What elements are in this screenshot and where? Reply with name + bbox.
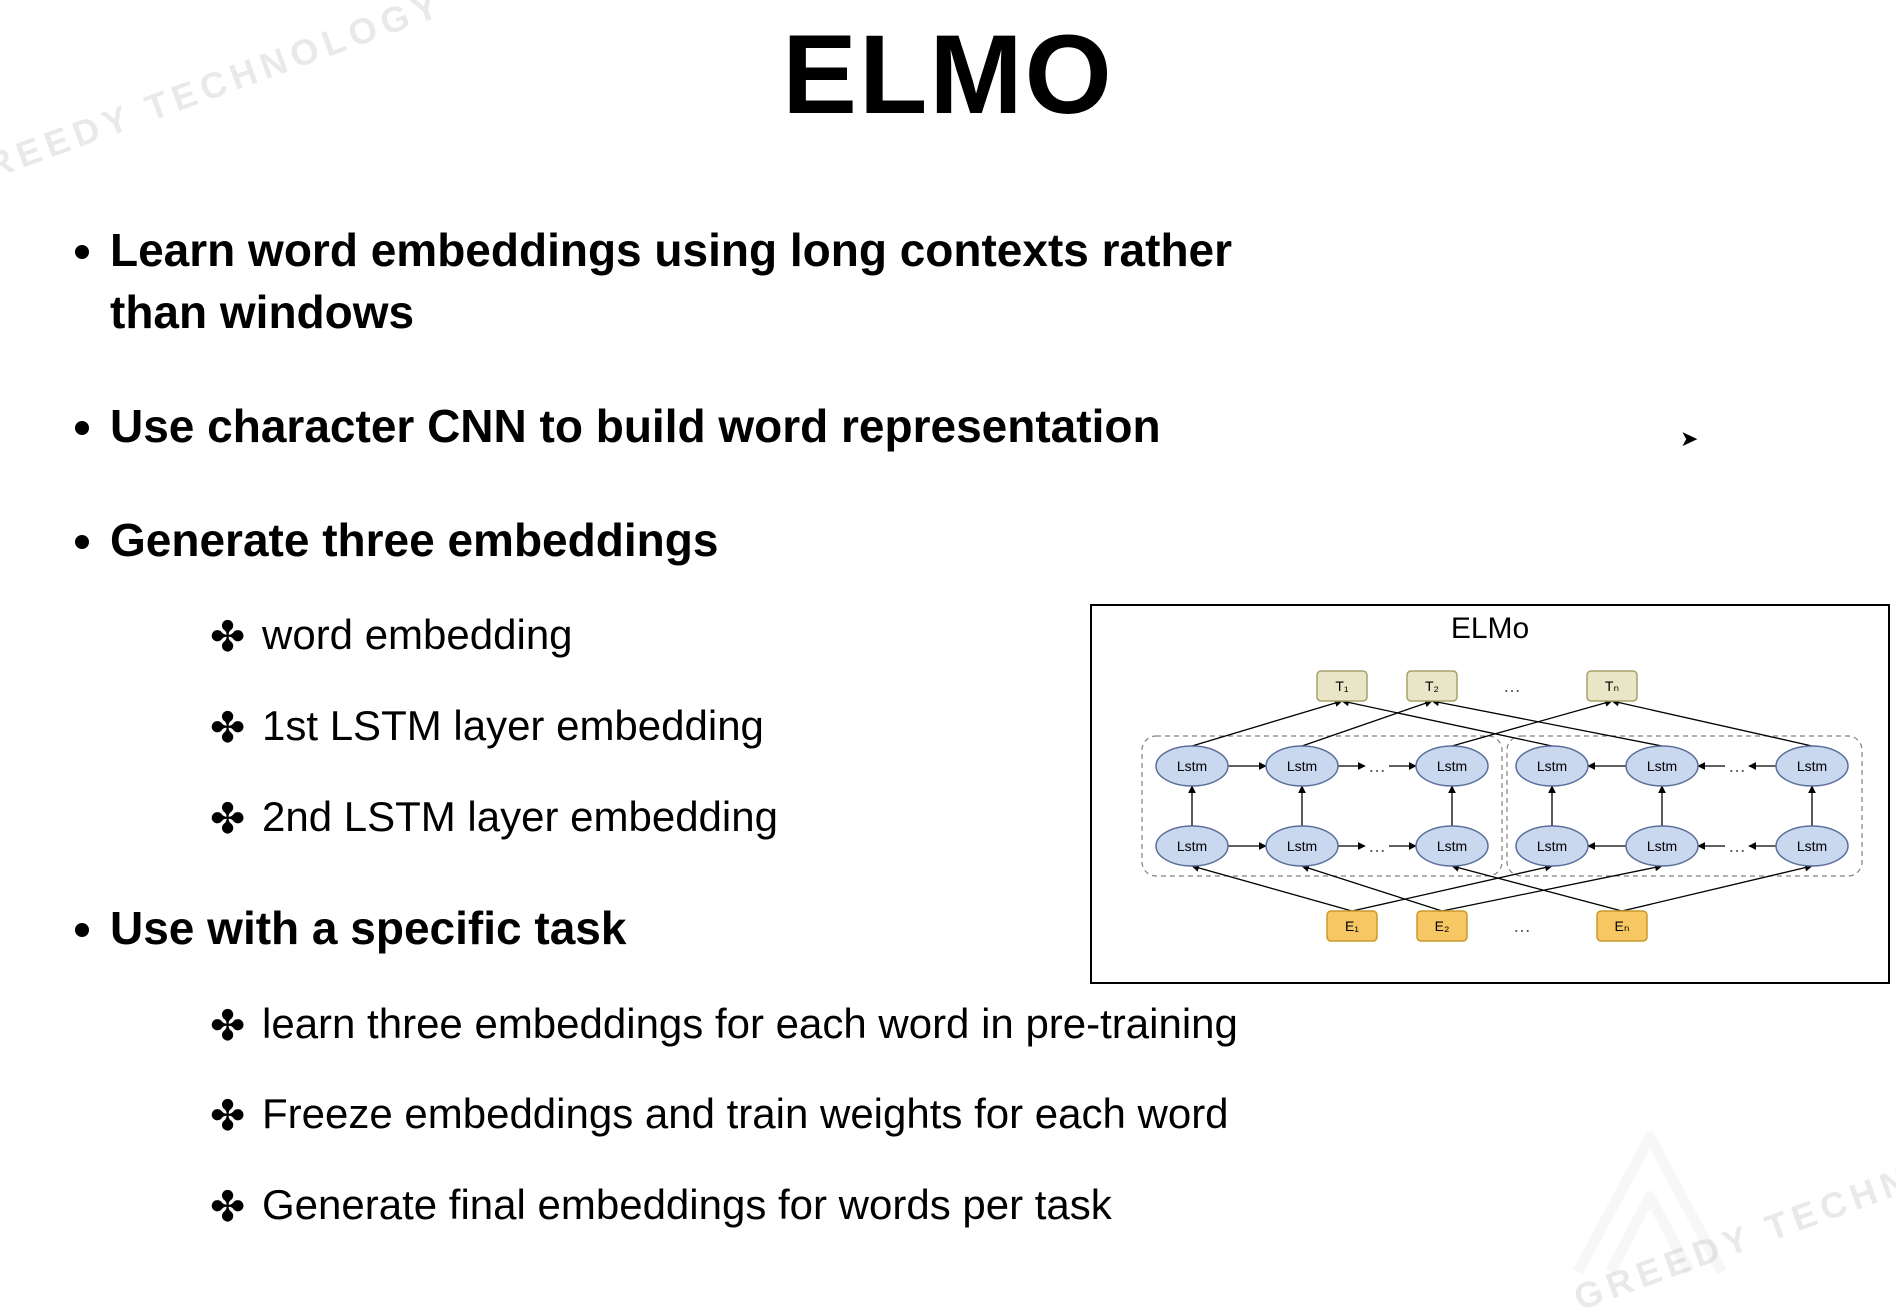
svg-text:…: … — [1728, 836, 1746, 856]
bullet-text: Learn word embeddings using long context… — [110, 224, 1232, 338]
svg-text:…: … — [1503, 676, 1521, 696]
svg-text:Lstm: Lstm — [1287, 838, 1317, 854]
svg-text:Lstm: Lstm — [1797, 838, 1827, 854]
sub-bullet-item: Generate final embeddings for words per … — [210, 1177, 1816, 1234]
svg-text:Lstm: Lstm — [1797, 758, 1827, 774]
sub-bullet-item: learn three embeddings for each word in … — [210, 996, 1816, 1053]
svg-text:T₂: T₂ — [1425, 678, 1439, 694]
elmo-diagram-svg: Lstm Lstm Lstm Lstm Lstm Lstm Lstm Lstm Lstm Lstm… — [1092, 646, 1888, 976]
sub-bullet-list: learn three embeddings for each word in … — [110, 996, 1816, 1234]
sub-bullet-text: 2nd LSTM layer embedding — [262, 793, 778, 840]
svg-text:Lstm: Lstm — [1647, 838, 1677, 854]
sub-bullet-text: Generate final embeddings for words per … — [262, 1181, 1112, 1228]
bullet-text: Use with a specific task — [110, 902, 626, 954]
bullet-item: Use character CNN to build word represen… — [110, 395, 1856, 457]
svg-text:…: … — [1728, 756, 1746, 776]
slide: GREEDY TECHNOLOGY GREEDY TECHNOLOGY ELMO… — [0, 10, 1896, 1312]
bullet-text: Generate three embeddings — [110, 514, 718, 566]
sub-bullet-text: Freeze embeddings and train weights for … — [262, 1090, 1229, 1137]
svg-text:E₁: E₁ — [1345, 918, 1359, 934]
svg-text:…: … — [1368, 836, 1386, 856]
svg-text:E₂: E₂ — [1435, 918, 1450, 934]
sub-bullet-text: word embedding — [262, 611, 573, 658]
bullet-item: Learn word embeddings using long context… — [110, 219, 1856, 343]
svg-text:Lstm: Lstm — [1537, 838, 1567, 854]
svg-text:Lstm: Lstm — [1647, 758, 1677, 774]
svg-text:Lstm: Lstm — [1437, 838, 1467, 854]
sub-bullet-text: 1st LSTM layer embedding — [262, 702, 764, 749]
diagram-title: ELMo — [1092, 612, 1888, 646]
svg-text:…: … — [1368, 756, 1386, 776]
sub-bullet-item: Freeze embeddings and train weights for … — [210, 1086, 1816, 1143]
mouse-cursor-icon: ➤ — [1680, 426, 1698, 452]
svg-text:Lstm: Lstm — [1437, 758, 1467, 774]
svg-text:Lstm: Lstm — [1177, 758, 1207, 774]
svg-text:Lstm: Lstm — [1177, 838, 1207, 854]
svg-text:Tₙ: Tₙ — [1605, 678, 1619, 694]
page-title: ELMO — [40, 10, 1856, 139]
svg-text:Lstm: Lstm — [1287, 758, 1317, 774]
svg-text:Eₙ: Eₙ — [1615, 918, 1630, 934]
sub-bullet-text: learn three embeddings for each word in … — [262, 1000, 1238, 1047]
svg-text:…: … — [1513, 916, 1531, 936]
elmo-diagram: ELMo LstmLstmLstmLstmLstmLstmLstmLstmLst… — [1090, 604, 1890, 984]
svg-text:Lstm: Lstm — [1537, 758, 1567, 774]
svg-text:T₁: T₁ — [1335, 678, 1349, 694]
bullet-text: Use character CNN to build word represen… — [110, 400, 1161, 452]
